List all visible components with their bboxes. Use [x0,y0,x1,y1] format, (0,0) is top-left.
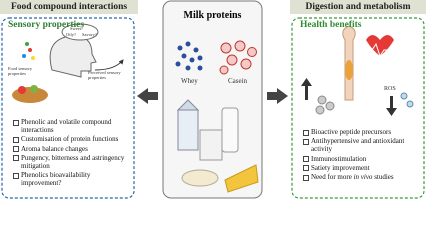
bullet-text: Need for more [311,173,354,182]
bullet-text-italic: in vivo [353,173,373,182]
bullet: Antihypertensive and antioxidant activit… [302,137,420,153]
bubble-label: Savory? [82,32,97,37]
right-arrow [267,88,288,104]
bullet: Phenolic and volatile compound interacti… [12,118,130,134]
left-bullets: Phenolic and volatile compound interacti… [12,118,130,188]
casein-icon [219,40,257,75]
casein-label: Casein [228,77,248,85]
right-panel [291,17,425,199]
bubble-label: Sweet? [70,26,83,31]
right-panel-title: Health benefits [300,20,362,30]
graphics [1,0,425,199]
bullet: Pungency, bitterness and astringency mit… [12,154,130,170]
right-bullets: Bioactive peptide precursors Antihyperte… [302,128,420,182]
health-illustration [301,25,414,116]
bullet: Customisation of protein functions [12,135,130,143]
left-panel [1,17,135,199]
bullet: Need for more in vivo studies [302,173,420,181]
whey-icon [175,41,203,71]
bullet: Immunostimulation [302,155,420,163]
image-label: Perceived sensory properties [88,70,121,80]
center-box [162,0,263,199]
image-label: ROS [384,86,396,92]
bullet: Satiety improvement [302,164,420,172]
whey-label: Whey [181,77,198,85]
bullet: Phenolics bioavailability improvement? [12,171,130,187]
left-arrow [137,88,158,104]
bullet: Bioactive peptide precursors [302,128,420,136]
right-header: Digestion and metabolism [290,0,426,14]
image-label: Food sensory properties [8,66,33,76]
left-panel-title: Sensory properties [8,20,85,30]
dairy-products [176,99,259,193]
diagram: Food compound interactions Digestion and… [0,0,426,199]
sensory-illustration [12,23,124,103]
center-title: Milk proteins [183,10,242,21]
bullet-text: studies [372,173,394,182]
bubble-label: Oily? [66,32,76,37]
left-header: Food compound interactions [0,0,138,14]
bullet: Aroma balance changes [12,145,130,153]
